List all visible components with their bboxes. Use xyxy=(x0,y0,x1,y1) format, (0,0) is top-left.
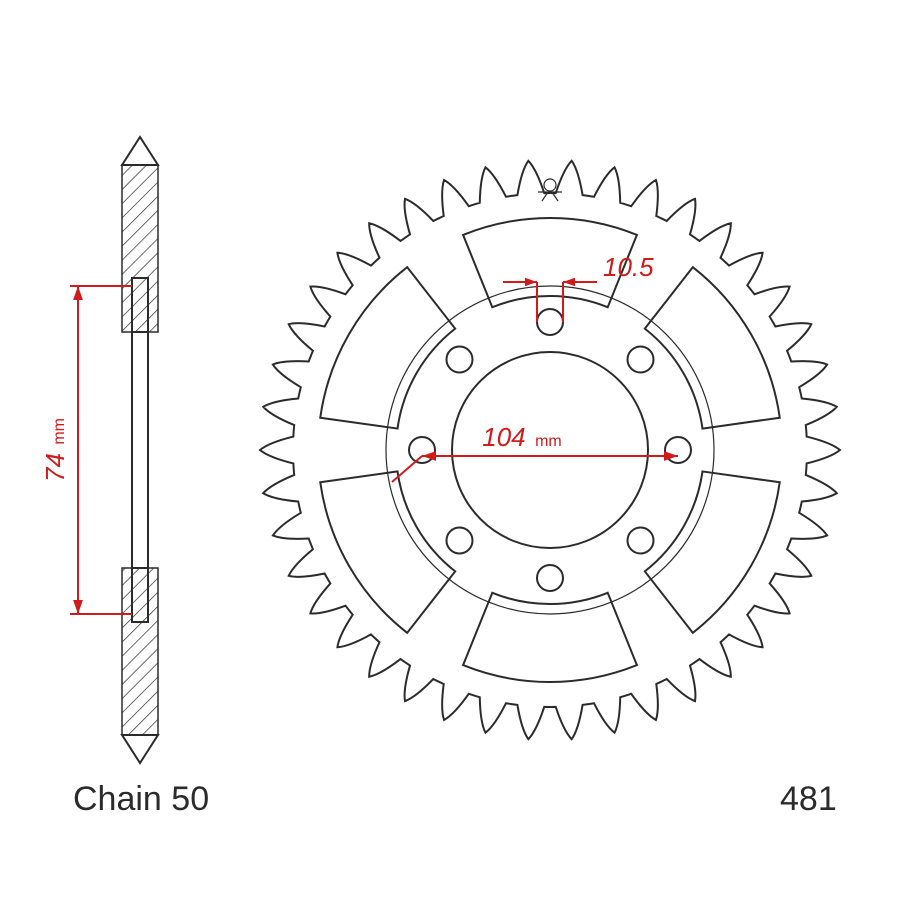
sprocket-front-view xyxy=(260,161,840,739)
drawing-svg: 74 mm 10.5 104 mm xyxy=(0,0,900,900)
svg-text:10.5: 10.5 xyxy=(603,252,654,282)
part-number: 481 xyxy=(780,780,837,819)
chain-label: Chain 50 xyxy=(73,780,209,819)
svg-text:104 mm: 104 mm xyxy=(482,422,562,452)
svg-text:74 mm: 74 mm xyxy=(40,418,70,482)
diagram-stage: 74 mm 10.5 104 mm Chain 50 481 xyxy=(0,0,900,900)
side-view: 74 mm xyxy=(40,137,158,763)
